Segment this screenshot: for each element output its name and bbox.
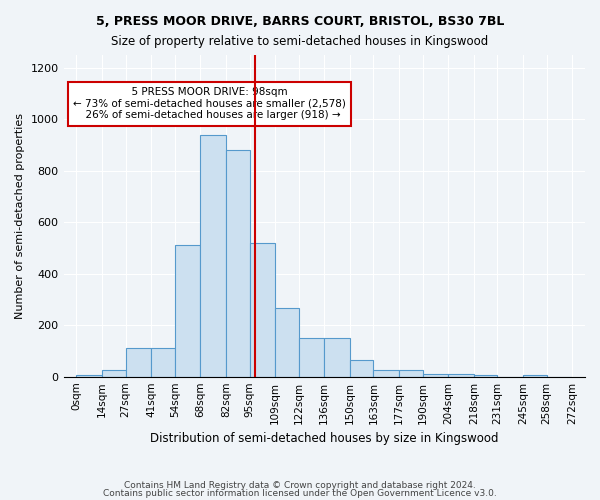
Bar (125, 348, 151, 376)
Bar (102, 370, 125, 376)
Text: Contains HM Land Registry data © Crown copyright and database right 2024.: Contains HM Land Registry data © Crown c… (124, 481, 476, 490)
Y-axis label: Number of semi-detached properties: Number of semi-detached properties (15, 113, 25, 319)
Bar (448, 374, 474, 376)
Text: Size of property relative to semi-detached houses in Kingswood: Size of property relative to semi-detach… (112, 35, 488, 48)
Bar (399, 370, 423, 376)
Bar (151, 348, 175, 376)
Bar (350, 360, 373, 376)
Bar (275, 308, 299, 376)
Bar (175, 246, 200, 376)
Bar (324, 338, 350, 376)
Bar (226, 150, 250, 376)
Bar (373, 370, 399, 376)
X-axis label: Distribution of semi-detached houses by size in Kingswood: Distribution of semi-detached houses by … (150, 432, 499, 445)
Bar (299, 338, 324, 376)
Bar (200, 135, 226, 376)
Text: 5 PRESS MOOR DRIVE: 98sqm  
← 73% of semi-detached houses are smaller (2,578)
  : 5 PRESS MOOR DRIVE: 98sqm ← 73% of semi-… (73, 87, 346, 120)
Text: 5, PRESS MOOR DRIVE, BARRS COURT, BRISTOL, BS30 7BL: 5, PRESS MOOR DRIVE, BARRS COURT, BRISTO… (96, 15, 504, 28)
Bar (250, 243, 275, 376)
Bar (423, 374, 448, 376)
Text: Contains public sector information licensed under the Open Government Licence v3: Contains public sector information licen… (103, 488, 497, 498)
